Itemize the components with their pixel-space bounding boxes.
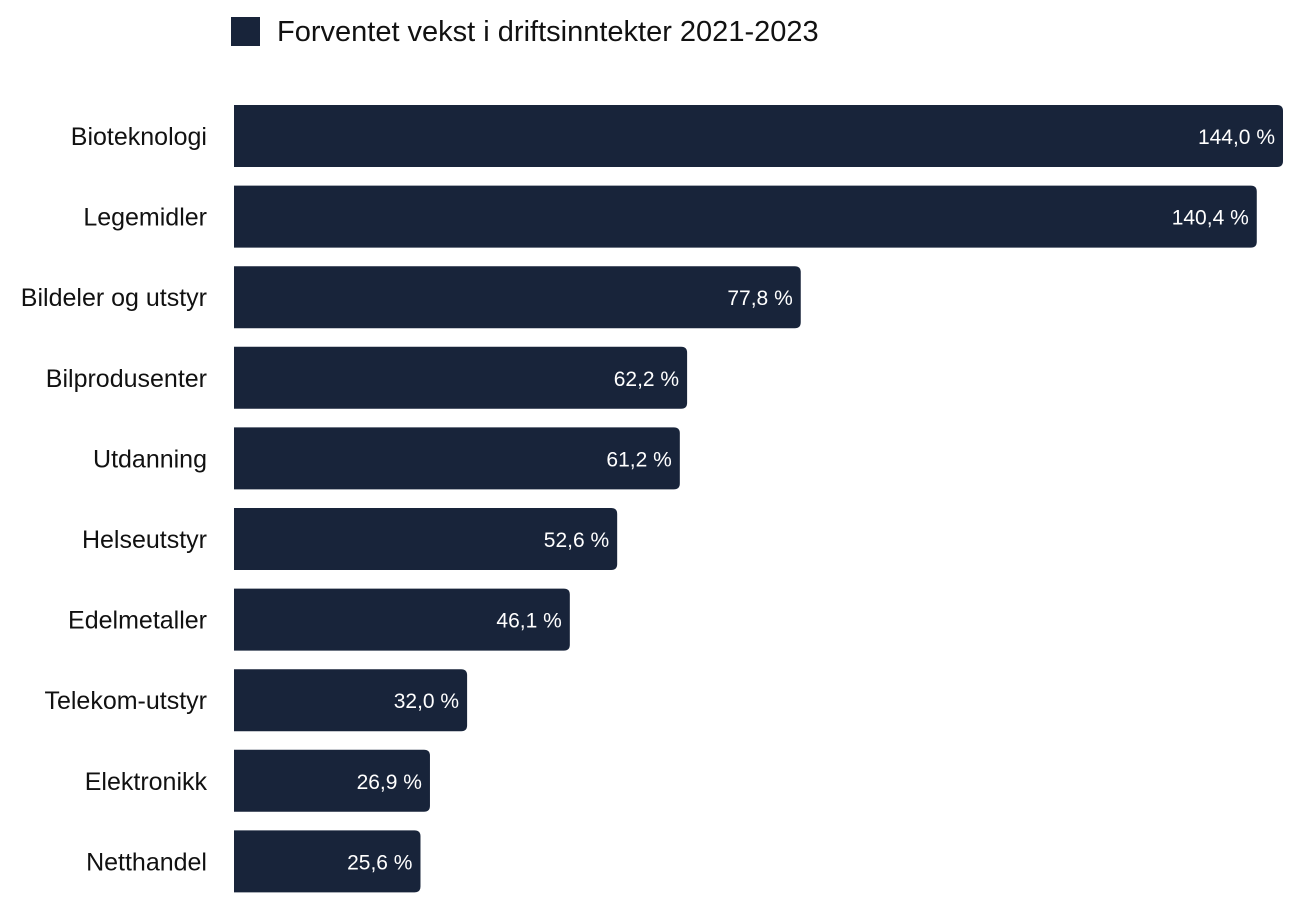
category-label: Bilprodusenter bbox=[46, 365, 207, 393]
bar-row-bilprodusenter: Bilprodusenter 62,2 % bbox=[46, 346, 688, 409]
legend-swatch bbox=[231, 17, 260, 46]
bar-row-netthandel: Netthandel 25,6 % bbox=[86, 830, 421, 893]
bar bbox=[234, 266, 801, 329]
bar bbox=[234, 427, 680, 490]
category-label: Bioteknologi bbox=[71, 123, 207, 151]
value-label: 144,0 % bbox=[1198, 126, 1275, 149]
bar bbox=[234, 749, 430, 812]
value-label: 61,2 % bbox=[606, 448, 671, 471]
category-label: Bildeler og utstyr bbox=[21, 284, 207, 312]
value-label: 25,6 % bbox=[347, 851, 412, 874]
bar-row-bildeler-og-utstyr: Bildeler og utstyr 77,8 % bbox=[21, 266, 801, 329]
value-label: 26,9 % bbox=[357, 771, 422, 794]
value-label: 62,2 % bbox=[614, 368, 679, 391]
bar-row-legemidler: Legemidler 140,4 % bbox=[83, 185, 1257, 248]
bar bbox=[234, 508, 618, 570]
category-label: Telekom-utstyr bbox=[44, 687, 207, 715]
bar bbox=[234, 185, 1257, 248]
legend-label: Forventet vekst i driftsinntekter 2021-2… bbox=[277, 16, 819, 48]
category-label: Elektronikk bbox=[85, 768, 208, 796]
bar bbox=[234, 588, 570, 651]
category-label: Helseutstyr bbox=[82, 526, 207, 554]
value-label: 140,4 % bbox=[1172, 207, 1249, 230]
bar bbox=[234, 346, 688, 409]
bar-row-helseutstyr: Helseutstyr 52,6 % bbox=[82, 508, 618, 570]
bar-row-telekom-utstyr: Telekom-utstyr 32,0 % bbox=[44, 669, 468, 732]
category-label: Netthandel bbox=[86, 848, 207, 876]
bar-row-utdanning: Utdanning 61,2 % bbox=[93, 427, 680, 490]
bar-row-elektronikk: Elektronikk 26,9 % bbox=[85, 749, 430, 812]
value-label: 46,1 % bbox=[496, 610, 561, 633]
category-label: Edelmetaller bbox=[68, 607, 207, 635]
bar-row-bioteknologi: Bioteknologi 144,0 % bbox=[71, 105, 1283, 167]
legend: Forventet vekst i driftsinntekter 2021-2… bbox=[231, 16, 819, 48]
bar-row-edelmetaller: Edelmetaller 46,1 % bbox=[68, 588, 570, 651]
bar bbox=[234, 830, 421, 893]
bar bbox=[234, 105, 1283, 167]
value-label: 77,8 % bbox=[727, 287, 792, 310]
value-label: 32,0 % bbox=[394, 690, 459, 713]
category-label: Legemidler bbox=[83, 204, 207, 232]
value-label: 52,6 % bbox=[544, 529, 609, 552]
category-label: Utdanning bbox=[93, 445, 207, 473]
bar-series: Bioteknologi 144,0 % Legemidler 140,4 % Bild… bbox=[21, 105, 1283, 893]
bar bbox=[234, 669, 468, 732]
